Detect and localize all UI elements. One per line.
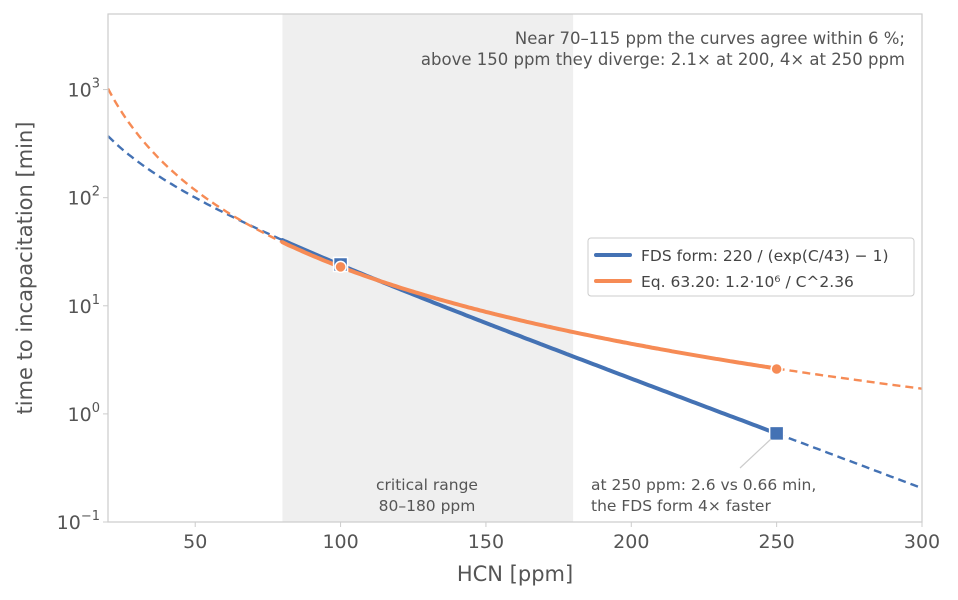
critical-range-label-line2: 80–180 ppm	[379, 497, 476, 515]
x-tick-label: 50	[183, 531, 207, 553]
y-axis-label: time to incapacitation [min]	[13, 121, 37, 414]
x-tick-label: 150	[468, 531, 504, 553]
series-1-dashed-low	[106, 88, 283, 244]
y-ticks: 10−1 100 101 102 103	[57, 77, 108, 534]
series-layer	[106, 88, 923, 490]
x-tick-label: 200	[613, 531, 649, 553]
series-1-solid	[280, 240, 779, 371]
series-0-dashed-low	[107, 135, 283, 242]
x-ticks: 50 100 150 200 250 300	[183, 522, 940, 553]
point-annotation-line2: the FDS form 4× faster	[591, 497, 771, 515]
plot-border	[107, 13, 923, 523]
marker-circle-1	[334, 260, 347, 274]
x-tick-label: 300	[904, 531, 940, 553]
y-tick-label: 10−1	[57, 509, 100, 534]
annotation-leader-line	[739, 438, 772, 469]
critical-range-label-line1: critical range	[376, 476, 478, 494]
legend-label-eq: Eq. 63.20: 1.2·10⁶ / C^2.36	[641, 273, 854, 291]
legend: FDS form: 220 / (exp(C/43) − 1) Eq. 63.2…	[587, 237, 915, 297]
y-tick-label: 103	[68, 77, 100, 102]
marker-layer	[332, 256, 785, 442]
x-tick-label: 100	[322, 531, 358, 553]
legend-label-fds: FDS form: 220 / (exp(C/43) − 1)	[641, 247, 889, 265]
marker-circle-3	[770, 362, 783, 376]
marker-square-2	[768, 425, 785, 442]
x-axis-label: HCN [ppm]	[457, 562, 573, 586]
series-1-dashed-high	[776, 367, 923, 390]
top-annotation-line1: Near 70–115 ppm the curves agree within …	[515, 29, 905, 48]
point-annotation-line1: at 250 ppm: 2.6 vs 0.66 min,	[591, 476, 816, 494]
x-tick-label: 250	[759, 531, 795, 553]
y-tick-label: 102	[68, 185, 100, 210]
y-tick-label: 100	[68, 401, 100, 426]
y-tick-label: 101	[68, 293, 100, 318]
top-annotation-line2: above 150 ppm they diverge: 2.1× at 200,…	[421, 50, 905, 69]
legend-box	[587, 237, 915, 297]
critical-range-shade	[282, 14, 574, 522]
